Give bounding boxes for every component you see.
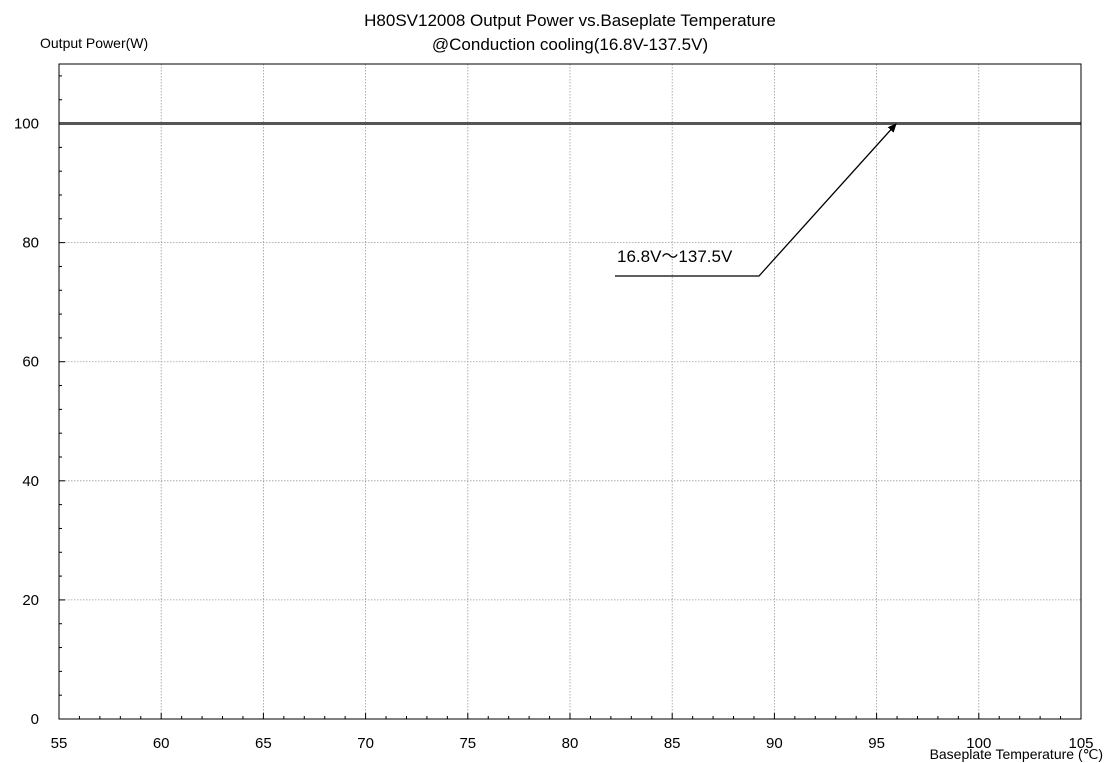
plot-area-frame xyxy=(58,63,1082,720)
annotation-label: 16.8V～137.5V xyxy=(617,247,733,266)
x-tick-label: 80 xyxy=(562,735,579,752)
chart-title: H80SV12008 Output Power vs.Baseplate Tem… xyxy=(364,11,776,30)
y-tick-label: 80 xyxy=(22,235,39,252)
x-tick-label: 90 xyxy=(766,735,783,752)
chart-subtitle: @Conduction cooling(16.8V-137.5V) xyxy=(432,35,708,54)
annotation: 16.8V～137.5V xyxy=(615,123,897,277)
x-tick-label: 70 xyxy=(357,735,374,752)
y-tick-label: 40 xyxy=(22,473,39,490)
ticks: 55 60 65 70 75 80 85 90 95 100 105 0 20 40 60 80 100 xyxy=(14,75,1094,752)
x-axis-label: Baseplate Temperature (℃) xyxy=(930,746,1103,762)
y-tick-label: 0 xyxy=(31,711,39,728)
x-tick-label: 85 xyxy=(664,735,681,752)
y-tick-label: 20 xyxy=(22,592,39,609)
x-tick-label: 95 xyxy=(868,735,885,752)
y-tick-label: 60 xyxy=(22,354,39,371)
y-axis-label: Output Power(W) xyxy=(40,35,148,51)
x-tick-label: 75 xyxy=(459,735,476,752)
annotation-leader-line xyxy=(615,123,897,277)
x-tick-label: 100 xyxy=(966,735,991,752)
x-tick-label: 55 xyxy=(51,735,68,752)
grid xyxy=(59,64,1081,719)
x-tick-label: 65 xyxy=(255,735,272,752)
y-tick-label: 100 xyxy=(14,116,39,133)
x-tick-label: 105 xyxy=(1068,735,1093,752)
x-tick-label: 60 xyxy=(153,735,170,752)
